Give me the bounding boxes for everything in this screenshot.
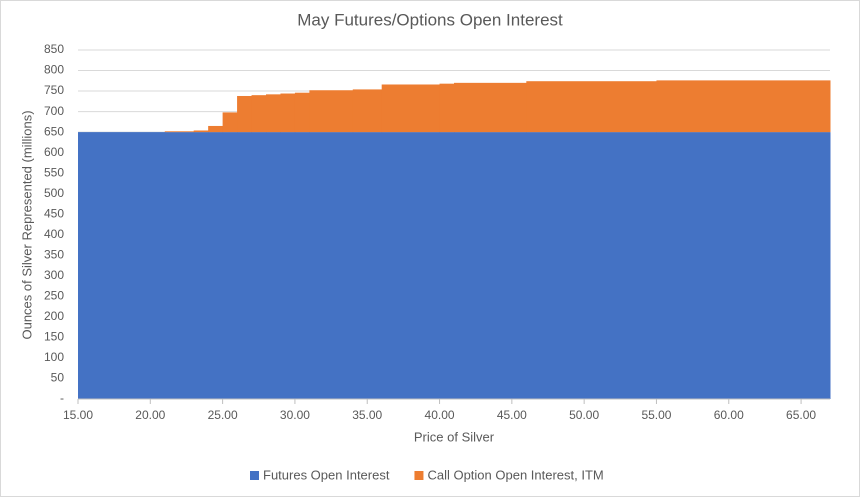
area-step [352,89,383,133]
x-tick-label: 65.00 [786,408,816,422]
area-step [208,125,224,133]
x-tick-label: 20.00 [135,408,165,422]
area-step [352,132,383,399]
area-step [266,132,281,399]
y-tick-label: 600 [44,145,64,159]
area-step [656,80,831,133]
x-tick-label: 45.00 [497,408,527,422]
x-tick-label: 60.00 [714,408,744,422]
area-step [294,92,310,133]
x-axis-title: Price of Silver [414,429,495,444]
x-tick-label: 15.00 [63,408,93,422]
x-tick-label: 50.00 [569,408,599,422]
area-step [439,132,455,399]
area-step [526,132,657,399]
x-tick-label: 25.00 [208,408,238,422]
area-step [164,131,195,133]
area-step [78,132,166,399]
legend-swatch [414,471,424,480]
y-tick-label: 400 [44,227,64,241]
y-tick-label: 850 [44,42,64,56]
x-tick-label: 30.00 [280,408,310,422]
area-step [309,132,354,399]
area-step [208,132,224,399]
area-step [193,130,209,133]
area-step [164,132,195,399]
x-tick-label: 35.00 [352,408,382,422]
area-step [280,93,296,133]
x-tick-label: 55.00 [641,408,671,422]
area-step [381,84,441,133]
area-step [251,95,267,133]
area-step [280,132,296,399]
area-step [251,132,267,399]
area-step [294,132,310,399]
legend-label: Call Option Open Interest, ITM [427,467,603,482]
area-step [526,81,657,133]
y-tick-label: - [60,391,64,405]
area-step [193,132,209,399]
area-step [381,132,441,399]
y-tick-label: 550 [44,165,64,179]
y-tick-label: 200 [44,309,64,323]
y-tick-label: 250 [44,289,64,303]
y-tick-label: 750 [44,83,64,97]
area-step [266,94,281,133]
area-step [439,83,455,133]
area-step [454,82,527,133]
y-tick-label: 650 [44,124,64,138]
legend-label: Futures Open Interest [263,467,390,482]
legend-swatch [250,471,259,480]
y-tick-label: 700 [44,104,64,118]
y-tick-label: 50 [51,371,65,385]
area-step [309,90,354,133]
y-tick-label: 800 [44,63,64,77]
area-step [237,132,253,399]
x-tick-label: 40.00 [425,408,455,422]
y-tick-label: 150 [44,330,64,344]
y-tick-label: 300 [44,268,64,282]
area-step [237,95,253,133]
y-tick-label: 350 [44,247,64,261]
area-step [454,132,527,399]
y-tick-label: 450 [44,206,64,220]
y-axis-title: Ounces of Silver Represented (millions) [19,110,34,339]
y-tick-label: 100 [44,350,64,364]
area-step [222,132,238,399]
chart-title: May Futures/Options Open Interest [297,10,563,29]
area-step [656,132,831,399]
y-tick-label: 500 [44,186,64,200]
area-step [222,112,238,133]
